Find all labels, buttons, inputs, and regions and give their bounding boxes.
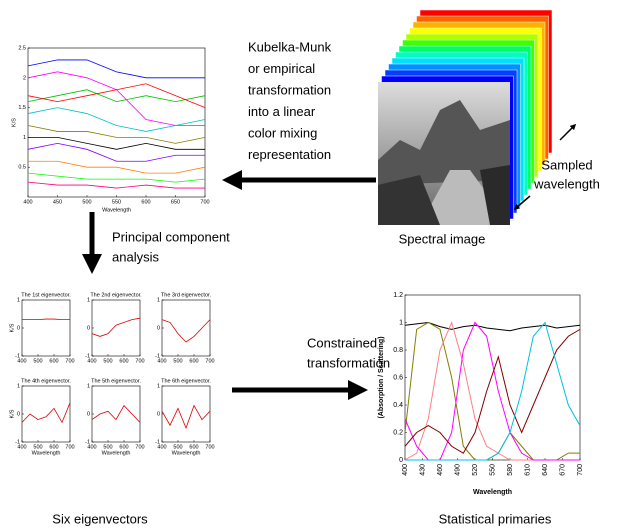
y-axis-label: (Absorption / Scattering) <box>378 336 385 418</box>
x-tick-label: 400 <box>157 444 166 450</box>
y-tick-label: 1.2 <box>393 292 403 299</box>
y-tick-label: 1 <box>17 383 20 389</box>
caption: Principal component <box>112 229 230 244</box>
plot-frame <box>92 386 140 442</box>
y-tick-label: 1 <box>399 319 403 326</box>
y-tick-label: 2 <box>23 75 26 81</box>
plot-frame <box>22 386 70 442</box>
x-tick-label: 670 <box>559 464 566 476</box>
y-tick-label: 1 <box>87 383 90 389</box>
y-tick-label: 0 <box>87 411 90 417</box>
y-tick-label: 1 <box>23 135 26 141</box>
x-tick-label: 600 <box>189 358 198 364</box>
x-axis-label: Wavelength <box>172 450 201 456</box>
y-tick-label: 0.4 <box>393 402 403 409</box>
x-tick-label: 500 <box>82 199 91 205</box>
caption: wavelength <box>533 176 600 191</box>
diagram: Kubelka-Munk or empirical transformation in… <box>0 0 618 531</box>
chart-title: The 1st eigenvector. <box>21 292 71 298</box>
caption: into a linear <box>248 104 316 119</box>
x-tick-label: 460 <box>437 464 444 476</box>
y-tick-label: 1 <box>157 297 160 303</box>
x-tick-label: 600 <box>141 199 150 205</box>
x-tick-label: 700 <box>135 358 144 364</box>
x-tick-label: 580 <box>507 464 514 476</box>
x-tick-label: 520 <box>472 464 479 476</box>
y-tick-label: 1.5 <box>18 105 26 111</box>
y-tick-label: 0 <box>157 411 160 417</box>
x-tick-label: 430 <box>419 464 426 476</box>
x-tick-label: 550 <box>489 464 496 476</box>
y-axis-label: K/S <box>9 323 15 332</box>
y-tick-label: 0 <box>17 411 20 417</box>
x-tick-label: 400 <box>402 464 409 476</box>
y-tick-label: 0 <box>399 457 403 464</box>
caption: analysis <box>112 249 159 264</box>
painting <box>378 82 510 225</box>
chart-title: The 5th eigenvector. <box>91 378 141 384</box>
x-tick-label: 700 <box>65 358 74 364</box>
plot-frame <box>162 386 210 442</box>
chart-title: The 2nd eigenvector. <box>90 292 142 298</box>
x-axis-label: Wavelength <box>102 450 131 456</box>
y-tick-label: 0 <box>87 325 90 331</box>
x-tick-label: 610 <box>524 464 531 476</box>
arrow <box>560 126 574 140</box>
y-tick-label: 0.6 <box>393 374 403 381</box>
caption: Constrained <box>307 335 377 350</box>
plot-frame <box>92 300 140 356</box>
x-tick-label: 450 <box>53 199 62 205</box>
x-tick-label: 500 <box>173 358 182 364</box>
x-tick-label: 500 <box>103 358 112 364</box>
x-tick-label: 700 <box>65 444 74 450</box>
caption: representation <box>248 147 331 162</box>
caption: transformation <box>248 82 331 97</box>
y-tick-label: 0.2 <box>393 429 403 436</box>
x-tick-label: 490 <box>454 464 461 476</box>
plot-frame <box>162 300 210 356</box>
x-tick-label: 700 <box>135 444 144 450</box>
caption: Six eigenvectors <box>52 511 148 526</box>
caption: Kubelka-Munk <box>248 39 332 54</box>
plot-frame <box>28 48 205 197</box>
y-tick-label: 2.5 <box>18 45 26 51</box>
caption: Statistical primaries <box>439 511 552 526</box>
x-tick-label: 400 <box>157 358 166 364</box>
caption: or empirical <box>248 61 315 76</box>
y-tick-label: 0.8 <box>393 347 403 354</box>
caption: Sampled <box>541 157 592 172</box>
y-axis-label: K/S <box>9 409 15 418</box>
y-axis-label: K/S <box>11 118 17 127</box>
x-tick-label: 550 <box>112 199 121 205</box>
x-tick-label: 400 <box>87 358 96 364</box>
x-tick-label: 700 <box>205 444 214 450</box>
chart-title: The 6th eigenvector. <box>161 378 211 384</box>
plot-frame <box>405 295 580 460</box>
chart-title: The 4th eigenvector. <box>21 378 71 384</box>
y-tick-label: 0 <box>157 325 160 331</box>
x-tick-label: 400 <box>17 444 26 450</box>
x-tick-label: 700 <box>577 464 584 476</box>
x-tick-label: 500 <box>33 358 42 364</box>
y-tick-label: 0.5 <box>18 165 26 171</box>
x-tick-label: 600 <box>49 358 58 364</box>
x-tick-label: 600 <box>119 358 128 364</box>
x-tick-label: 650 <box>171 199 180 205</box>
x-axis-label: Wavelength <box>102 207 131 213</box>
x-tick-label: 400 <box>87 444 96 450</box>
plot-frame <box>22 300 70 356</box>
x-axis-label: Wavelength <box>473 489 512 496</box>
x-tick-label: 700 <box>205 358 214 364</box>
y-tick-label: 1 <box>157 383 160 389</box>
caption: color mixing <box>248 125 317 140</box>
x-tick-label: 640 <box>542 464 549 476</box>
x-tick-label: 400 <box>17 358 26 364</box>
x-tick-label: 700 <box>200 199 209 205</box>
y-tick-label: 1 <box>17 297 20 303</box>
x-axis-label: Wavelength <box>32 450 61 456</box>
y-tick-label: 0 <box>17 325 20 331</box>
chart-title: The 3rd eigenvector. <box>161 292 212 298</box>
caption: Spectral image <box>399 231 486 246</box>
x-tick-label: 400 <box>23 199 32 205</box>
